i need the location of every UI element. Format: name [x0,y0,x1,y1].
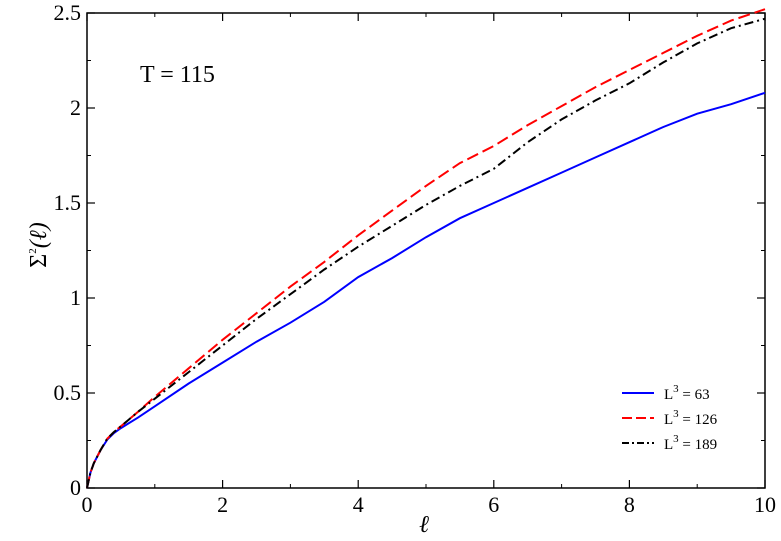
series-lines [86,8,766,489]
x-axis-title: ℓ [419,512,429,538]
y-tick-label: 2.5 [54,0,82,25]
legend-label-1: L3 = 63 [664,383,710,403]
y-tick-label: 1 [70,285,81,310]
y-tick-label: 0.5 [54,380,82,405]
svg-text:Σ2(ℓ): Σ2(ℓ) [26,222,52,267]
y-axis-label-base: Σ [26,254,52,268]
axis-ticks: 0 2 4 6 8 10 0 0.5 1 1.5 2 2.5 [54,0,777,517]
y-tick-label: 2 [70,95,81,120]
series-line-1 [86,91,766,489]
y-axis-label-sup: 2 [27,248,39,254]
y-axis-title: Σ2(ℓ) [26,222,52,267]
legend-label-3: L3 = 189 [664,433,717,453]
x-tick-label: 8 [624,492,635,517]
x-tick-label: 0 [82,492,93,517]
x-tick-label: 2 [217,492,228,517]
x-tick-label: 4 [353,492,364,517]
temperature-annotation: T = 115 [140,62,215,88]
y-tick-label: 0 [70,475,81,500]
series-line-3 [86,17,766,489]
x-tick-label: 10 [754,492,776,517]
x-axis-label: ℓ [419,512,429,538]
x-tick-label: 6 [488,492,499,517]
y-axis-label-arg: (ℓ) [26,222,52,248]
y-tick-label: 1.5 [54,190,82,215]
legend: L3 = 63 L3 = 126 L3 = 189 [622,383,718,453]
legend-label-2: L3 = 126 [664,408,718,428]
